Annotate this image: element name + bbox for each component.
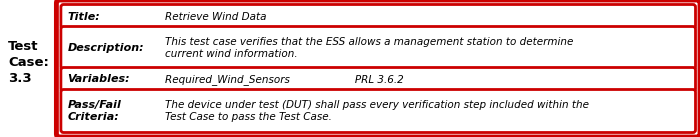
Text: Pass/Fail
Criteria:: Pass/Fail Criteria: [67,100,121,122]
Text: Test
Case:
3.3: Test Case: 3.3 [8,39,49,85]
FancyBboxPatch shape [61,89,696,132]
FancyBboxPatch shape [61,26,696,69]
Text: Required_Wind_Sensors                    PRL 3.6.2: Required_Wind_Sensors PRL 3.6.2 [165,74,404,85]
Text: Retrieve Wind Data: Retrieve Wind Data [165,12,267,22]
FancyBboxPatch shape [57,0,700,137]
FancyBboxPatch shape [61,68,696,92]
Text: The device under test (DUT) shall pass every verification step included within t: The device under test (DUT) shall pass e… [165,100,589,122]
Text: Variables:: Variables: [67,75,130,85]
Text: This test case verifies that the ESS allows a management station to determine
cu: This test case verifies that the ESS all… [165,37,573,59]
Text: Title:: Title: [67,12,100,22]
Text: Description:: Description: [67,43,144,53]
FancyBboxPatch shape [61,5,696,28]
